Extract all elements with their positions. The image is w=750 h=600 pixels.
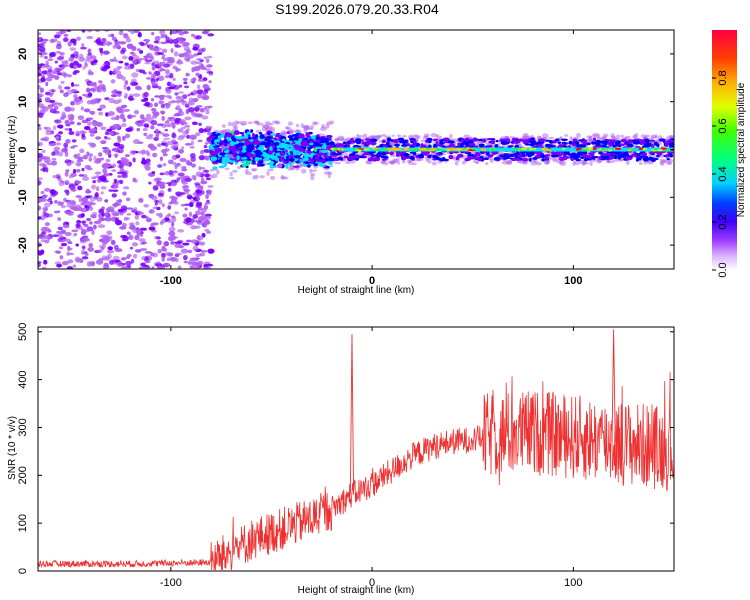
spectrogram-y-label: Frequency (Hz) xyxy=(7,116,18,185)
spectrogram-y-tick-label: -20 xyxy=(17,237,29,253)
spectrogram-x-ticks: -100 0 100 xyxy=(160,30,583,287)
snr-x-ticks: -100 0 100 xyxy=(160,327,583,589)
snr-series-line xyxy=(38,372,674,571)
snr-y-tick-label: 100 xyxy=(17,514,29,532)
snr-panel: -100 0 100 0 100 200 300 400 500 Height of stra… xyxy=(7,323,675,596)
snr-spike-peak-1 xyxy=(349,334,355,495)
colorbar-ticks: 0.0 0.2 0.4 0.6 0.8 xyxy=(712,70,729,278)
colorbar-tick-label: 0.2 xyxy=(717,214,729,229)
spectrogram-y-tick-label: 0 xyxy=(17,146,29,152)
snr-y-ticks: 0 100 200 300 400 500 xyxy=(17,323,674,574)
colorbar-tick-label: 0.0 xyxy=(717,262,729,277)
snr-y-tick-label: 0 xyxy=(17,568,29,574)
snr-frame xyxy=(37,326,675,572)
colorbar: 0.0 0.2 0.4 0.6 0.8 Normalized spectral ampl… xyxy=(712,30,747,278)
spectrogram-x-tick-label: -100 xyxy=(160,275,182,287)
snr-y-tick-label: 300 xyxy=(17,418,29,436)
snr-x-tick-label: -100 xyxy=(160,577,182,589)
snr-y-tick-label: 500 xyxy=(17,323,29,341)
snr-y-tick-label: 400 xyxy=(17,370,29,388)
spectrogram-y-tick-label: -10 xyxy=(17,189,29,205)
spectrogram-y-tick-label: 10 xyxy=(17,96,29,108)
chart-title: S199.2026.079.20.33.R04 xyxy=(275,1,439,17)
spectrogram-image xyxy=(38,30,674,269)
snr-x-tick-label: 100 xyxy=(564,577,582,589)
snr-y-label: SNR (10 * v/v) xyxy=(7,416,18,480)
snr-y-tick-label: 200 xyxy=(17,466,29,484)
spectrogram-x-tick-label: 0 xyxy=(369,275,375,287)
spectrogram-x-tick-label: 100 xyxy=(564,275,582,287)
spectrogram-y-ticks: -20 -10 0 10 20 xyxy=(17,48,674,253)
snr-x-label: Height of straight line (km) xyxy=(298,585,415,596)
colorbar-tick-label: 0.8 xyxy=(717,70,729,85)
colorbar-gradient xyxy=(712,30,737,270)
colorbar-tick-label: 0.6 xyxy=(717,118,729,133)
spectrogram-y-tick-label: 20 xyxy=(17,48,29,60)
snr-spike-peak-2 xyxy=(611,329,616,442)
spectrogram-x-label: Height of straight line (km) xyxy=(298,285,415,296)
colorbar-tick-label: 0.4 xyxy=(717,166,729,181)
colorbar-label: Normalized spectral amplitude xyxy=(736,82,747,217)
snr-x-tick-label: 0 xyxy=(369,577,375,589)
